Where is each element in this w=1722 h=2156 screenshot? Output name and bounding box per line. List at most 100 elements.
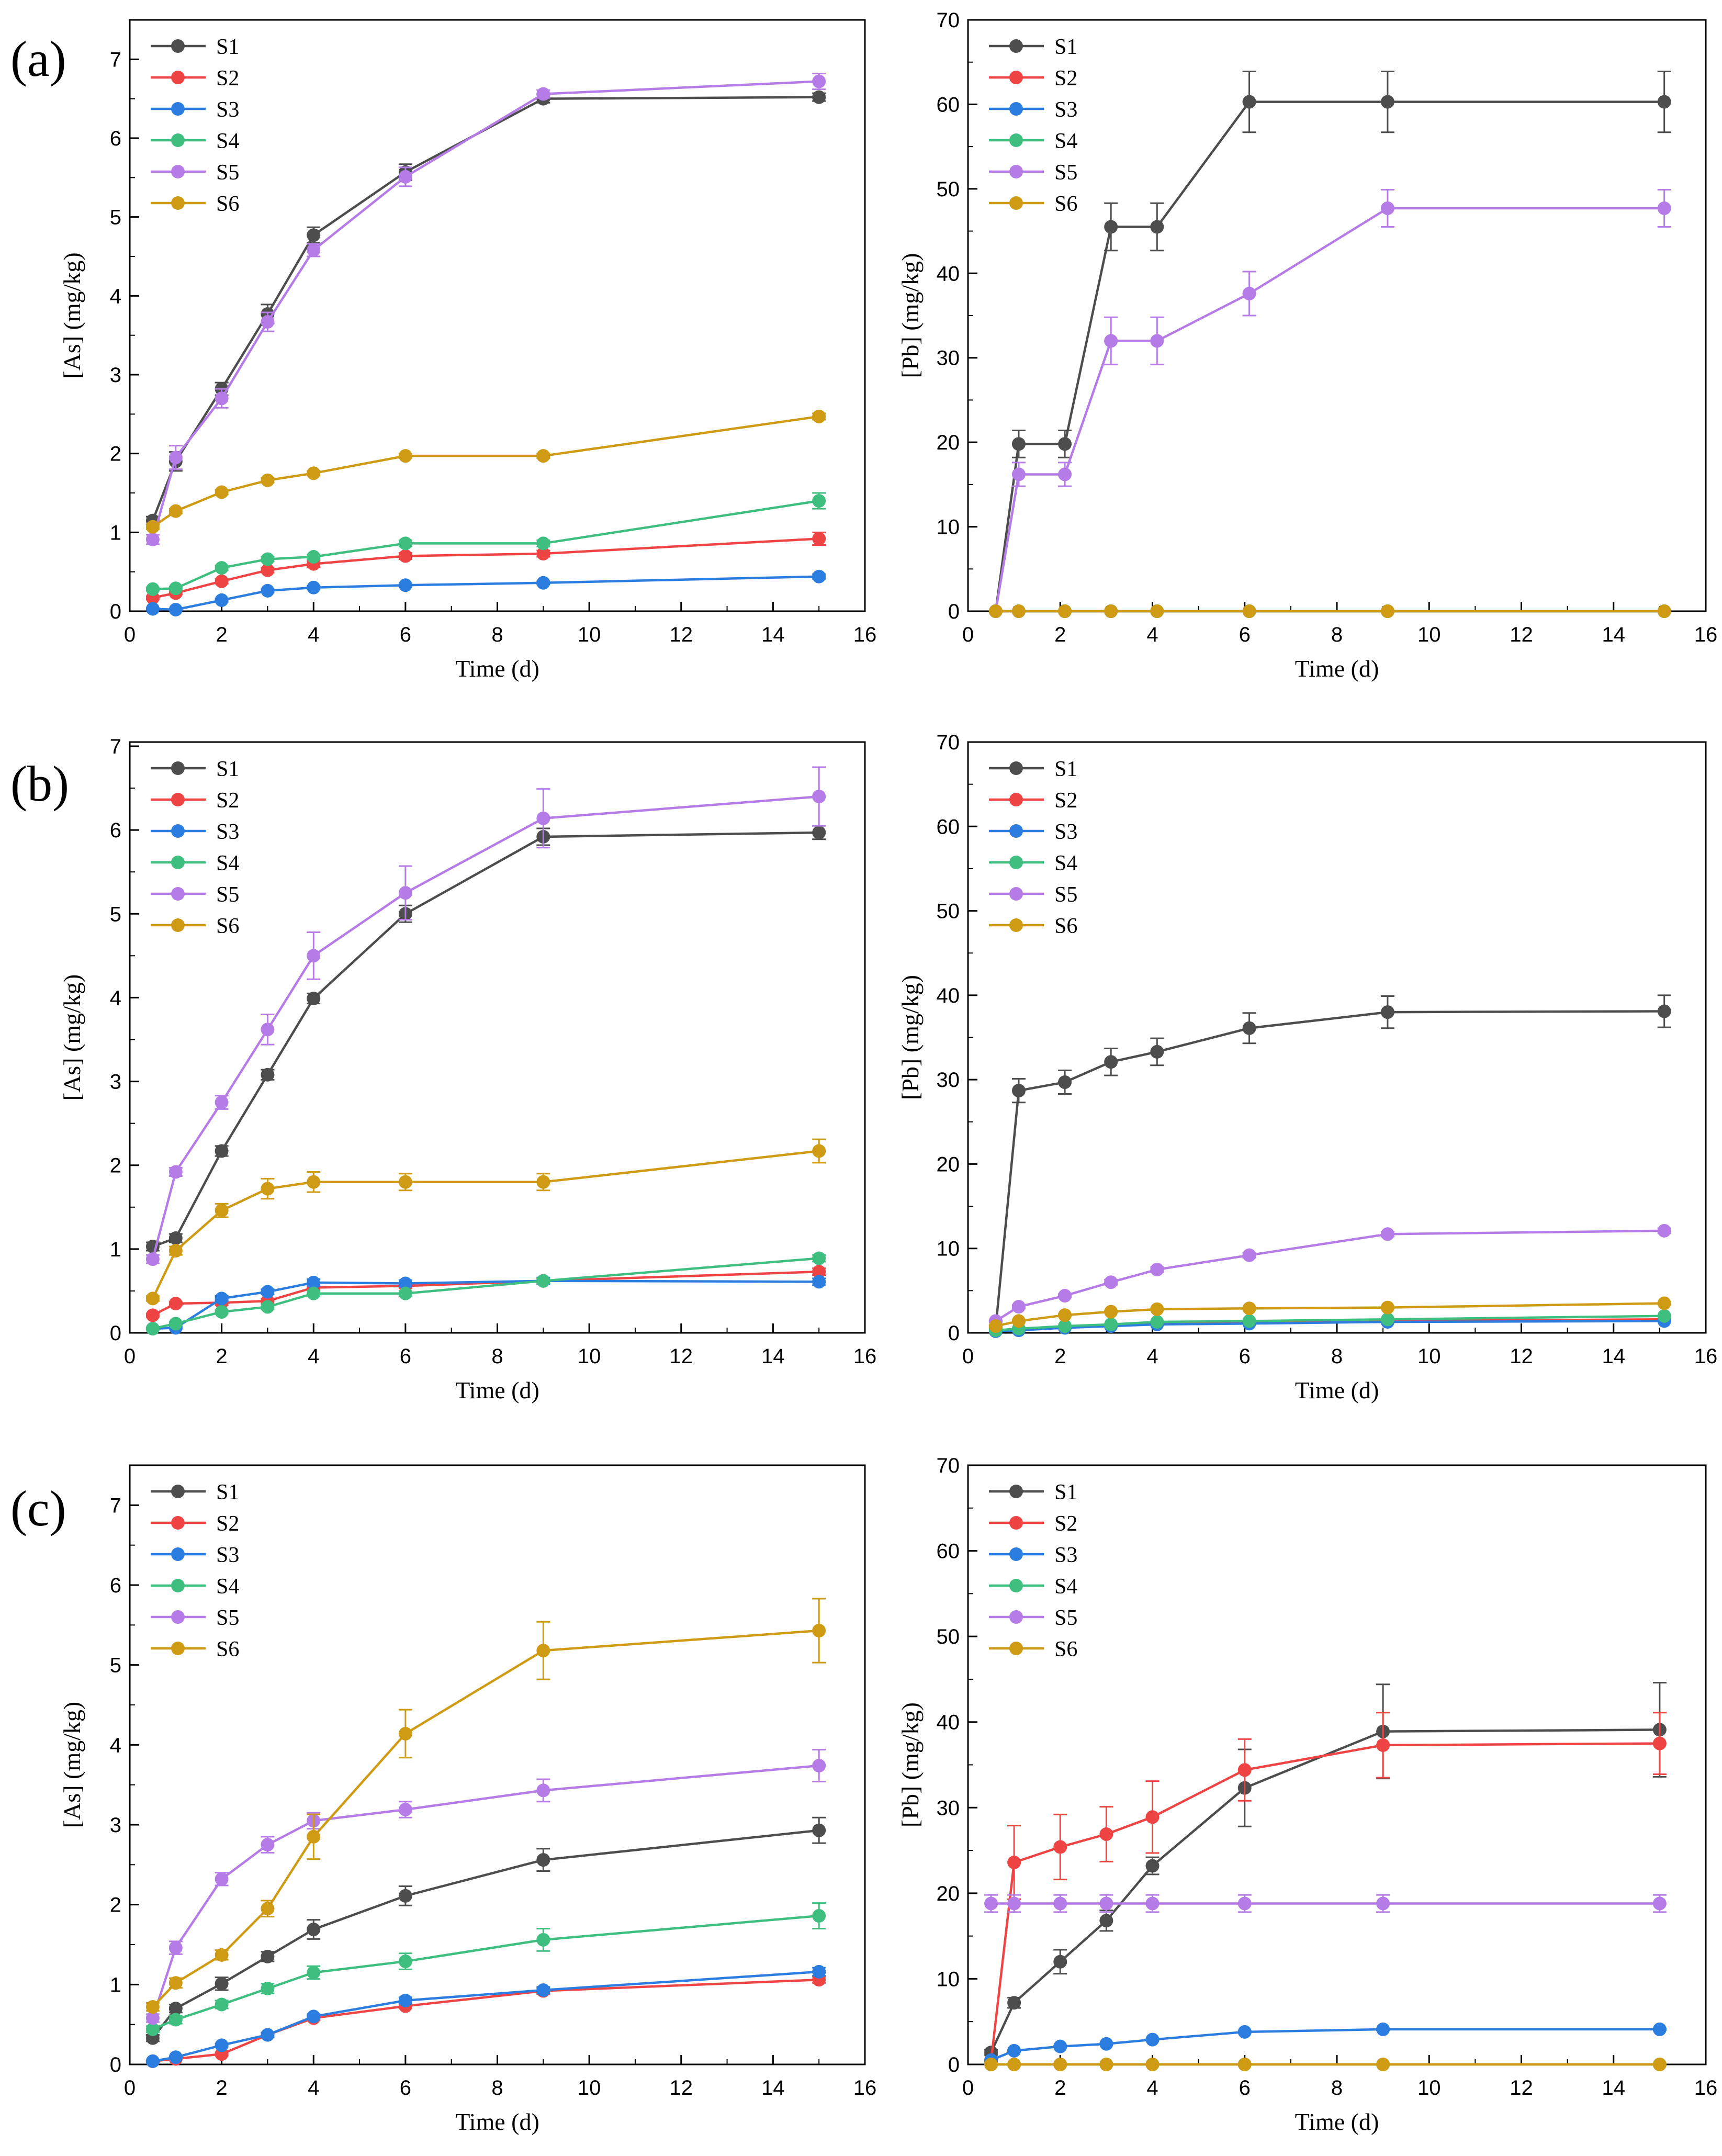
series-S3 xyxy=(145,1274,826,1335)
legend-swatch-marker xyxy=(171,1579,185,1592)
legend-swatch-marker xyxy=(171,133,185,147)
data-point xyxy=(398,1993,412,2007)
x-tick-label: 2 xyxy=(216,1345,228,1368)
data-point xyxy=(812,409,826,423)
data-point xyxy=(307,580,321,594)
legend-label: S3 xyxy=(216,820,239,844)
data-point xyxy=(215,1292,229,1306)
legend-swatch-marker xyxy=(171,1610,185,1624)
y-axis-title: [As] (mg/kg) xyxy=(59,252,85,378)
legend-label: S1 xyxy=(216,757,239,781)
legend-swatch-marker xyxy=(1009,824,1023,838)
x-tick-label: 0 xyxy=(124,2076,136,2099)
legend-swatch-marker xyxy=(171,165,185,178)
data-point xyxy=(812,1251,826,1265)
data-point xyxy=(215,593,229,607)
y-tick-label: 3 xyxy=(110,364,121,387)
data-point xyxy=(1011,1314,1026,1328)
series-S1 xyxy=(984,1681,1667,2060)
data-point xyxy=(1657,201,1671,215)
data-point xyxy=(1058,1319,1072,1333)
series-S3 xyxy=(145,1964,826,2068)
x-tick-label: 6 xyxy=(400,623,411,646)
y-tick-label: 50 xyxy=(937,1625,960,1648)
series-S5 xyxy=(145,766,826,1266)
data-point xyxy=(1150,1045,1164,1059)
series-S5 xyxy=(145,1748,826,2025)
legend-label: S4 xyxy=(1054,851,1077,875)
data-point xyxy=(1099,1896,1113,1911)
data-point xyxy=(145,2000,160,2014)
data-point xyxy=(1011,467,1026,481)
data-point xyxy=(398,1276,412,1290)
y-tick-label: 50 xyxy=(937,178,960,201)
data-point xyxy=(536,1853,550,1867)
x-tick-label: 6 xyxy=(400,2076,411,2099)
legend-label: S5 xyxy=(216,1606,239,1630)
y-tick-label: 7 xyxy=(110,48,121,71)
data-point xyxy=(1145,1810,1160,1824)
data-point xyxy=(1011,437,1026,451)
data-point xyxy=(145,532,160,546)
x-axis-title: Time (d) xyxy=(455,2108,539,2135)
data-point xyxy=(215,391,229,406)
data-point xyxy=(1652,1896,1667,1911)
legend-swatch-marker xyxy=(171,196,185,210)
legend-label: S3 xyxy=(216,1543,239,1567)
data-point xyxy=(168,581,183,596)
x-tick-label: 0 xyxy=(124,623,136,646)
plot-frame xyxy=(129,19,866,612)
legend-swatch-marker xyxy=(171,887,185,901)
legend-label: S4 xyxy=(1054,1575,1077,1599)
data-point xyxy=(168,1296,183,1310)
legend-swatch-marker xyxy=(1009,39,1023,53)
series-S1 xyxy=(145,90,826,527)
legend-label: S1 xyxy=(1054,35,1077,59)
data-point xyxy=(168,451,183,465)
y-axis-title: [As] (mg/kg) xyxy=(59,974,85,1101)
data-point xyxy=(261,473,275,487)
series-line xyxy=(995,1229,1664,1322)
data-point xyxy=(1657,1223,1671,1238)
x-tick-label: 12 xyxy=(1510,623,1533,646)
data-point xyxy=(1007,2058,1021,2071)
x-tick-label: 14 xyxy=(761,2076,785,2099)
series-line xyxy=(152,1978,819,2063)
series-line xyxy=(995,1315,1664,1332)
legend-swatch-marker xyxy=(1009,918,1023,932)
data-point xyxy=(261,1949,275,1963)
x-tick-label: 16 xyxy=(853,623,877,646)
data-point xyxy=(145,582,160,596)
x-tick-label: 10 xyxy=(578,623,601,646)
x-tick-label: 14 xyxy=(761,623,785,646)
data-point xyxy=(1145,1859,1160,1873)
data-point xyxy=(812,790,826,804)
data-point xyxy=(307,1275,321,1289)
legend-label: S1 xyxy=(216,35,239,59)
series-S4 xyxy=(145,492,826,596)
data-point xyxy=(812,494,826,508)
y-tick-label: 6 xyxy=(110,819,121,842)
data-point xyxy=(1053,1840,1067,1854)
data-point xyxy=(812,569,826,583)
legend-label: S5 xyxy=(1054,161,1077,185)
y-tick-label: 20 xyxy=(937,431,960,454)
legend-label: S1 xyxy=(1054,757,1077,781)
series-line xyxy=(990,1728,1660,2053)
x-tick-label: 8 xyxy=(491,1345,503,1368)
x-tick-label: 8 xyxy=(1331,1345,1343,1368)
data-point xyxy=(168,2013,183,2027)
y-tick-label: 0 xyxy=(110,2053,121,2076)
legend-label: S5 xyxy=(1054,883,1077,907)
x-axis-title: Time (d) xyxy=(455,1377,539,1403)
legend-swatch-marker xyxy=(1009,793,1023,806)
series-S5 xyxy=(984,1894,1667,1913)
data-point xyxy=(1053,2039,1067,2053)
y-tick-label: 0 xyxy=(948,2053,960,2076)
data-point xyxy=(398,1286,412,1300)
series-group xyxy=(984,1681,1667,2071)
data-point xyxy=(536,536,550,551)
